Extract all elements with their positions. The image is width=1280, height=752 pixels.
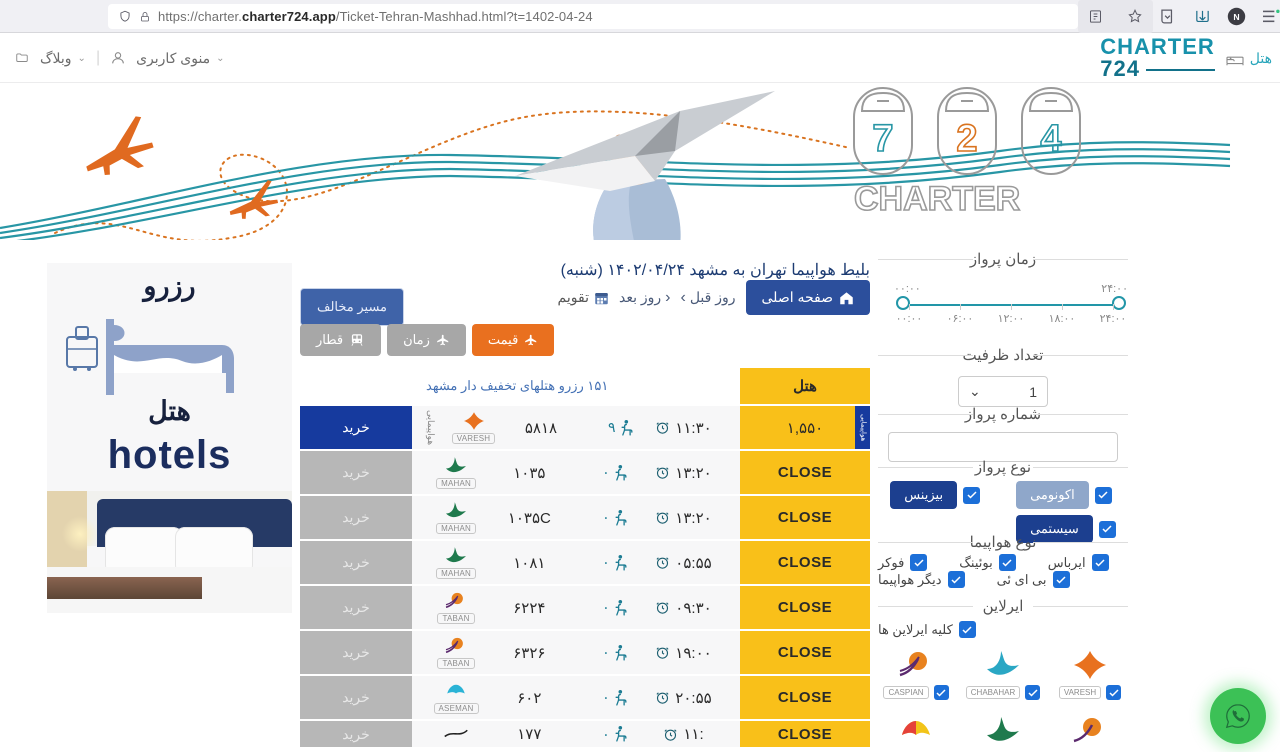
svg-text:N: N — [1234, 12, 1240, 22]
svg-text:7: 7 — [872, 118, 893, 160]
svg-text:2: 2 — [956, 118, 977, 160]
svg-text:4: 4 — [1040, 118, 1061, 160]
svg-text:CHARTER: CHARTER — [854, 180, 1020, 218]
